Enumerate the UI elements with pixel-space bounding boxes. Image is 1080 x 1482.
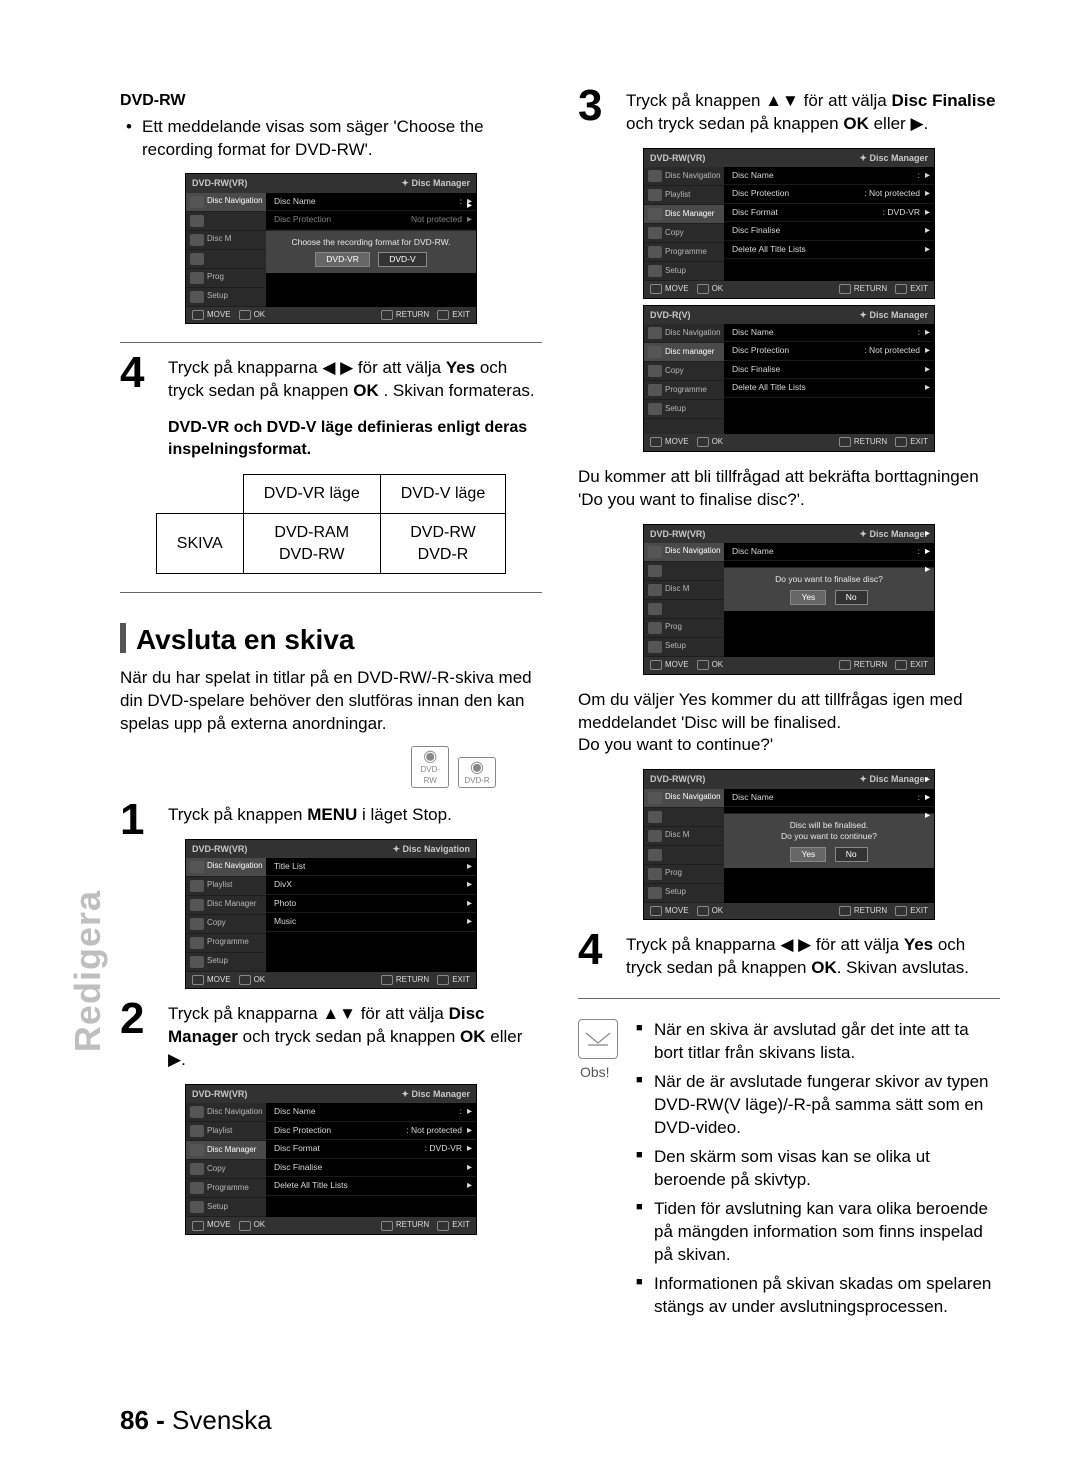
badge-dvd-rw: ◉DVD-RW [411,746,449,789]
ftr-move: MOVE [207,310,231,321]
osd-mode: ✦ Disc Manager [401,177,470,189]
left-step2: 2 Tryck på knapparna ▲▼ för att välja Di… [120,1003,542,1072]
exit-icon [437,310,449,320]
side-prog: Prog [207,272,224,283]
ftr-ok: OK [254,310,266,321]
step-number: 4 [120,351,144,395]
choose-msg: Choose the recording format for DVD-RW. [274,237,468,248]
left-step4: 4 Tryck på knapparna ◀ ▶ för att välja Y… [120,357,542,403]
finalised-msg2: Do you want to continue? [732,831,926,842]
cmp-c2: DVD-RWDVD-R [380,514,505,574]
osd-will-finalise: DVD-RW(VR)✦ Disc Manager Disc Navigation… [643,769,935,920]
btn-no2[interactable]: No [835,847,868,862]
note-3: Den skärm som visas kan se olika ut bero… [632,1146,1000,1192]
btn-yes[interactable]: Yes [790,590,826,605]
note-4: Tiden för avslutning kan vara olika bero… [632,1198,1000,1267]
side-setup: Setup [207,291,228,302]
btn-dvd-v[interactable]: DVD-V [378,252,426,267]
cmp-h2: DVD-V läge [380,475,505,514]
left-column: DVD-RW Ett meddelande visas som säger 'C… [120,90,542,1432]
right-column: 3 Tryck på knappen ▲▼ för att välja Disc… [578,90,1000,1432]
btn-dvd-vr[interactable]: DVD-VR [315,252,370,267]
osd-disc-manager-r: DVD-R(V)✦ Disc Manager Disc Navigation D… [643,305,935,452]
page: DVD-RW Ett meddelande visas som säger 'C… [0,0,1080,1482]
osd-disc-navigation: DVD-RW(VR) ✦ Disc Navigation Disc Naviga… [185,839,477,990]
move-icon [192,310,204,320]
format-note: DVD-VR och DVD-V läge definieras enligt … [168,417,542,460]
format-table: DVD-VR läge DVD-V läge SKIVA DVD-RAMDVD-… [156,474,506,574]
row-prot: Disc Protection [274,214,331,225]
return-icon [381,310,393,320]
note-1: När en skiva är avslutad går det inte at… [632,1019,1000,1065]
ftr-return: RETURN [396,310,429,321]
confirm-para: Du kommer att bli tillfrågad att bekräft… [578,466,1000,512]
badge-dvd-r: ◉DVD-R [458,757,496,789]
finalise-msg: Do you want to finalise disc? [732,574,926,585]
btn-yes2[interactable]: Yes [790,847,826,862]
cmp-c1: DVD-RAMDVD-RW [243,514,380,574]
obs-label: Obs! [580,1063,610,1082]
ok-icon [239,310,251,320]
cmp-rlabel: SKIVA [156,514,243,574]
obs-note: Obs! När en skiva är avslutad går det in… [578,1019,1000,1318]
btn-no[interactable]: No [835,590,868,605]
osd-finalise-confirm: DVD-RW(VR)✦ Disc Manager Disc Navigation… [643,524,935,675]
confirm-para2: Om du väljer Yes kommer du att tillfråga… [578,689,1000,758]
note-2: När de är avslutade fungerar skivor av t… [632,1071,1000,1140]
side-nav: Disc Navigation [207,196,263,207]
finalised-msg1: Disc will be finalised. [732,820,926,831]
osd-disc-manager-rw: DVD-RW(VR)✦ Disc Manager Disc Navigation… [643,148,935,299]
osd-title: DVD-RW(VR) [192,177,247,189]
row-discname: Disc Name [274,196,316,207]
osd-disc-manager-left: DVD-RW(VR)✦ Disc Manager Disc Navigation… [185,1084,477,1235]
note-icon [578,1019,618,1059]
note-5: Informationen på skivan skadas om spelar… [632,1273,1000,1319]
left-step1: 1 Tryck på knappen MENU i läget Stop. [120,804,542,827]
right-step4: 4 Tryck på knapparna ◀ ▶ för att välja Y… [578,934,1000,980]
dvd-rw-bullet: Ett meddelande visas som säger 'Choose t… [120,116,542,162]
side-discm: Disc M [207,234,231,245]
right-step3: 3 Tryck på knappen ▲▼ för att välja Disc… [578,90,1000,136]
page-number: 86 - Svenska [120,1403,272,1438]
nav-icon [190,196,204,208]
cmp-h1: DVD-VR läge [243,475,380,514]
avsluta-para: När du har spelat in titlar på en DVD-RW… [120,667,542,736]
dvd-rw-heading: DVD-RW [120,90,542,112]
section-avsluta: Avsluta en skiva [120,621,542,659]
osd-choose-format: DVD-RW(VR) ✦ Disc Manager Disc Navigatio… [185,173,477,324]
ftr-exit: EXIT [452,310,470,321]
